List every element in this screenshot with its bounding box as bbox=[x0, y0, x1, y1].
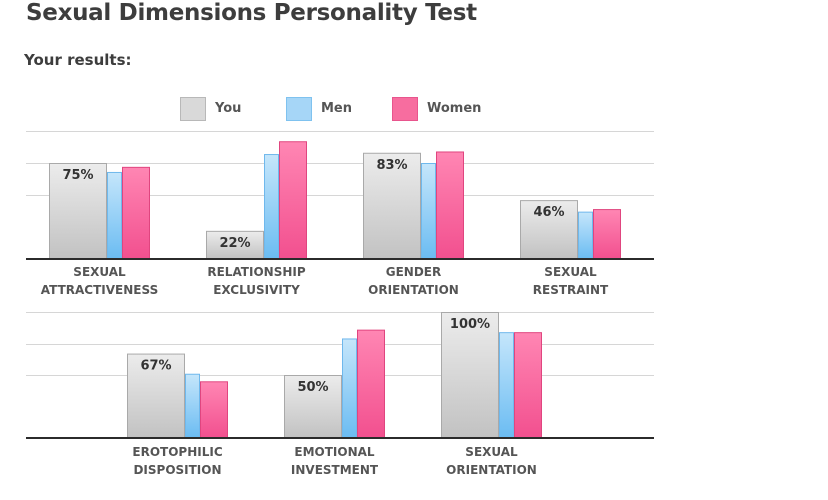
value-label-sexual-restraint: 46% bbox=[533, 205, 564, 220]
bar-women-sexual-orientation bbox=[514, 332, 542, 438]
category-label-erotophilic-disposition: EROTOPHILIC bbox=[132, 445, 222, 459]
results-heading: Your results: bbox=[24, 51, 132, 69]
legend-swatch-women bbox=[392, 97, 418, 121]
bar-men-sexual-restraint bbox=[578, 211, 593, 259]
bar-you-sexual-orientation bbox=[441, 312, 499, 438]
legend-swatch-men bbox=[286, 97, 312, 121]
category-label-relationship-exclusivity: EXCLUSIVITY bbox=[213, 283, 300, 297]
bar-you-gender-orientation bbox=[363, 152, 421, 259]
bar-you-relationship-exclusivity bbox=[206, 230, 264, 259]
category-label-gender-orientation: ORIENTATION bbox=[368, 283, 459, 297]
legend-label-women: Women bbox=[427, 101, 482, 116]
bar-you-sexual-attractiveness bbox=[49, 163, 107, 259]
value-label-sexual-orientation: 100% bbox=[450, 317, 490, 332]
category-label-gender-orientation: GENDER bbox=[386, 265, 442, 279]
bar-men-sexual-attractiveness bbox=[107, 171, 122, 260]
chart-legend: You Men Women bbox=[180, 95, 580, 125]
category-label-emotional-investment: INVESTMENT bbox=[291, 463, 379, 477]
value-label-relationship-exclusivity: 22% bbox=[219, 236, 250, 251]
category-label-relationship-exclusivity: RELATIONSHIP bbox=[207, 265, 305, 279]
value-label-erotophilic-disposition: 67% bbox=[140, 359, 171, 374]
bar-you-sexual-restraint bbox=[520, 200, 578, 259]
category-label-erotophilic-disposition: DISPOSITION bbox=[133, 463, 221, 477]
bar-you-emotional-investment bbox=[284, 375, 342, 438]
bar-women-emotional-investment bbox=[357, 329, 385, 439]
bar-women-sexual-attractiveness bbox=[122, 166, 150, 259]
category-label-sexual-orientation: ORIENTATION bbox=[446, 463, 537, 477]
bar-women-erotophilic-disposition bbox=[200, 381, 228, 438]
legend-label-you: You bbox=[215, 101, 242, 116]
legend-label-men: Men bbox=[321, 101, 353, 116]
category-label-emotional-investment: EMOTIONAL bbox=[294, 445, 375, 459]
bar-men-emotional-investment bbox=[342, 338, 357, 438]
bar-men-sexual-orientation bbox=[499, 332, 514, 438]
category-label-sexual-attractiveness: ATTRACTIVENESS bbox=[41, 283, 158, 297]
bar-women-sexual-restraint bbox=[593, 209, 621, 259]
bar-men-erotophilic-disposition bbox=[185, 373, 200, 438]
category-label-sexual-restraint: SEXUAL bbox=[544, 265, 597, 279]
value-label-gender-orientation: 83% bbox=[376, 158, 407, 173]
legend-swatch-you bbox=[180, 97, 206, 121]
bar-you-erotophilic-disposition bbox=[127, 353, 185, 438]
category-label-sexual-restraint: RESTRAINT bbox=[533, 283, 609, 297]
bar-men-gender-orientation bbox=[421, 163, 436, 259]
bar-men-relationship-exclusivity bbox=[264, 154, 279, 259]
value-label-sexual-attractiveness: 75% bbox=[62, 168, 93, 183]
category-label-sexual-orientation: SEXUAL bbox=[465, 445, 518, 459]
bar-women-relationship-exclusivity bbox=[279, 141, 307, 260]
bar-women-gender-orientation bbox=[436, 151, 464, 259]
category-label-sexual-attractiveness: SEXUAL bbox=[73, 265, 126, 279]
value-label-emotional-investment: 50% bbox=[297, 380, 328, 395]
page-title: Sexual Dimensions Personality Test bbox=[26, 0, 477, 26]
